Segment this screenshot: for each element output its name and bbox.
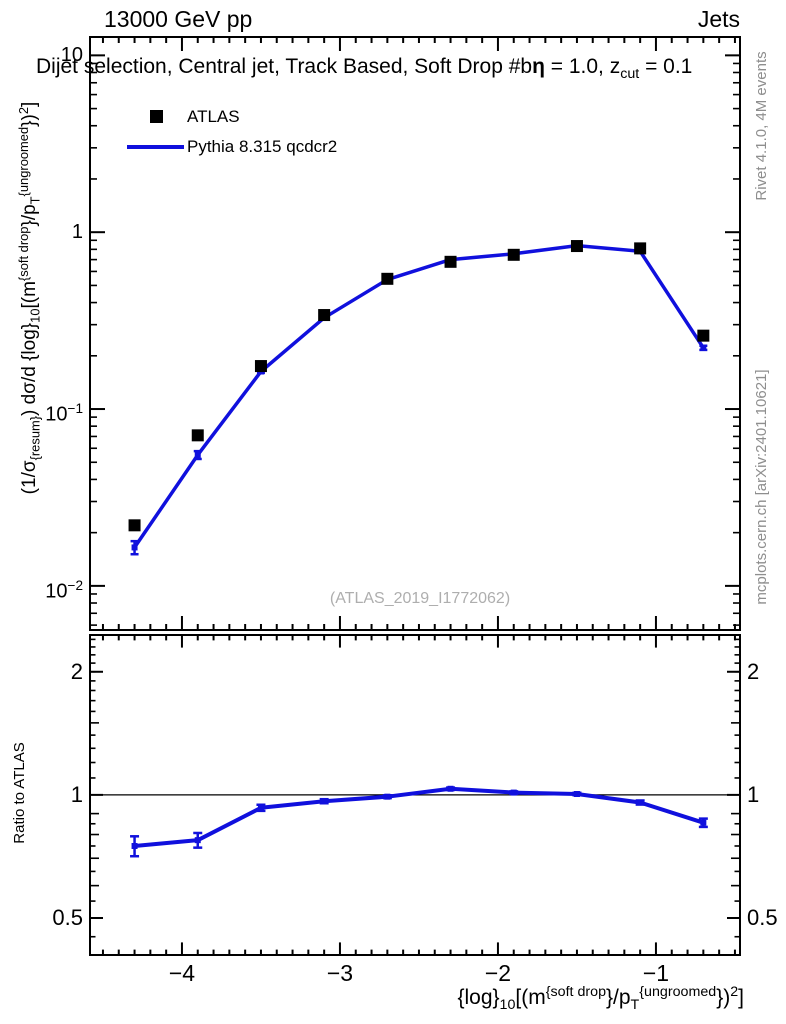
text-segment: 10 [45,403,68,426]
ratio-point-marker [384,793,391,800]
ratio-y-tick-label-left: 2 [70,658,83,684]
data-point-marker [507,248,520,261]
ratio-point-marker [194,837,201,844]
x-tick-label: −4 [168,960,196,986]
x-tick-label: −1 [642,960,670,986]
main-y-tick-label: 1 [71,221,83,244]
ratio-y-tick-label-right: 1 [747,781,760,807]
text-segment: [(m [515,985,546,1009]
main-y-tick-label: 10−1 [0,397,84,425]
ratio-point-marker [700,819,707,826]
data-point-marker [191,429,204,442]
data-point-marker [570,240,583,253]
ratio-point-marker [573,791,580,798]
mc-curve-main [133,243,705,549]
text-segment: 10 [499,996,516,1013]
header-observable: Jets [697,6,740,32]
text-segment: }/p [606,985,631,1009]
text-segment: Dijet selection, Central jet, Track Base… [36,55,533,78]
ratio-y-tick-label-left: 1 [70,781,83,807]
x-tick-label: −3 [326,960,354,986]
mc-point-marker [194,451,201,458]
ratio-point-marker [447,785,454,792]
header-beam-energy: 13000 GeV pp [104,6,253,32]
main-y-tick-label: 10 [60,44,83,67]
rivet-version-note: Rivet 4.1.0, 4M events [753,51,770,201]
text-segment: η [532,55,545,78]
legend-label: Pythia 8.315 qcdcr2 [187,137,338,156]
data-point-marker [381,272,394,285]
text-segment: T [630,996,640,1013]
text-segment: 2 [730,984,739,1000]
text-segment: ] [738,985,744,1009]
text-segment: −2 [67,577,84,593]
text-segment: T [27,196,43,205]
ratio-y-tick-label-right: 0.5 [747,905,778,930]
text-segment: {ungroomed [16,126,31,197]
text-segment: {log} [457,985,500,1009]
ratio-y-tick-label-left: 0.5 [52,905,83,930]
text-segment: = 0.1 [639,55,693,78]
mc-point-marker [131,544,138,551]
text-segment: = 1.0, z [544,55,621,78]
selection-title: Dijet selection, Central jet, Track Base… [36,55,692,82]
text-segment: {resum} [27,415,43,461]
legend-mc-line-swatch [127,145,184,149]
text-segment: {ungroomed [639,984,717,1000]
legend-label: ATLAS [187,107,240,126]
data-point-marker [697,329,710,342]
text-segment: (1/σ [19,460,41,495]
text-segment: 10 [27,308,43,323]
text-segment: }) [716,985,731,1009]
text-segment: cut [620,65,640,82]
data-point-marker [254,360,267,373]
text-segment: 10 [45,580,68,603]
text-segment: ] [19,101,41,107]
analysis-watermark: (ATLAS_2019_I1772062) [329,590,511,607]
ratio-point-marker [637,799,644,806]
data-point-marker [634,242,647,255]
main-y-tick-label: 10−2 [0,574,84,602]
ratio-y-tick-label-right: 2 [747,658,760,684]
data-point-marker [128,519,141,532]
legend-data-marker-swatch [150,110,163,123]
ratio-point-marker [510,789,517,796]
main-y-axis-label: (1/σ{resum}) dσ/d {log}10[(m{soft drop}/… [10,0,43,608]
ratio-point-marker [321,798,328,805]
ratio-curve [134,786,704,848]
mc-point-marker [700,344,707,351]
ratio-point-marker [257,804,264,811]
data-point-marker [444,255,457,268]
text-segment: {soft drop [545,984,607,1000]
text-segment: 2 [16,106,31,115]
x-tick-label: −2 [484,960,512,986]
mcplots-arxiv-note: mcplots.cern.ch [arXiv:2401.10621] [753,369,770,605]
x-axis-label: {log}10[(m{soft drop}/pT{ungroomed})2] [457,984,744,1013]
text-segment: }) [19,114,41,127]
text-segment: −1 [67,401,84,417]
main-panel-frame [89,36,741,631]
data-point-marker [318,309,331,322]
text-segment: [(m [19,281,41,309]
ratio-point-marker [131,842,138,849]
